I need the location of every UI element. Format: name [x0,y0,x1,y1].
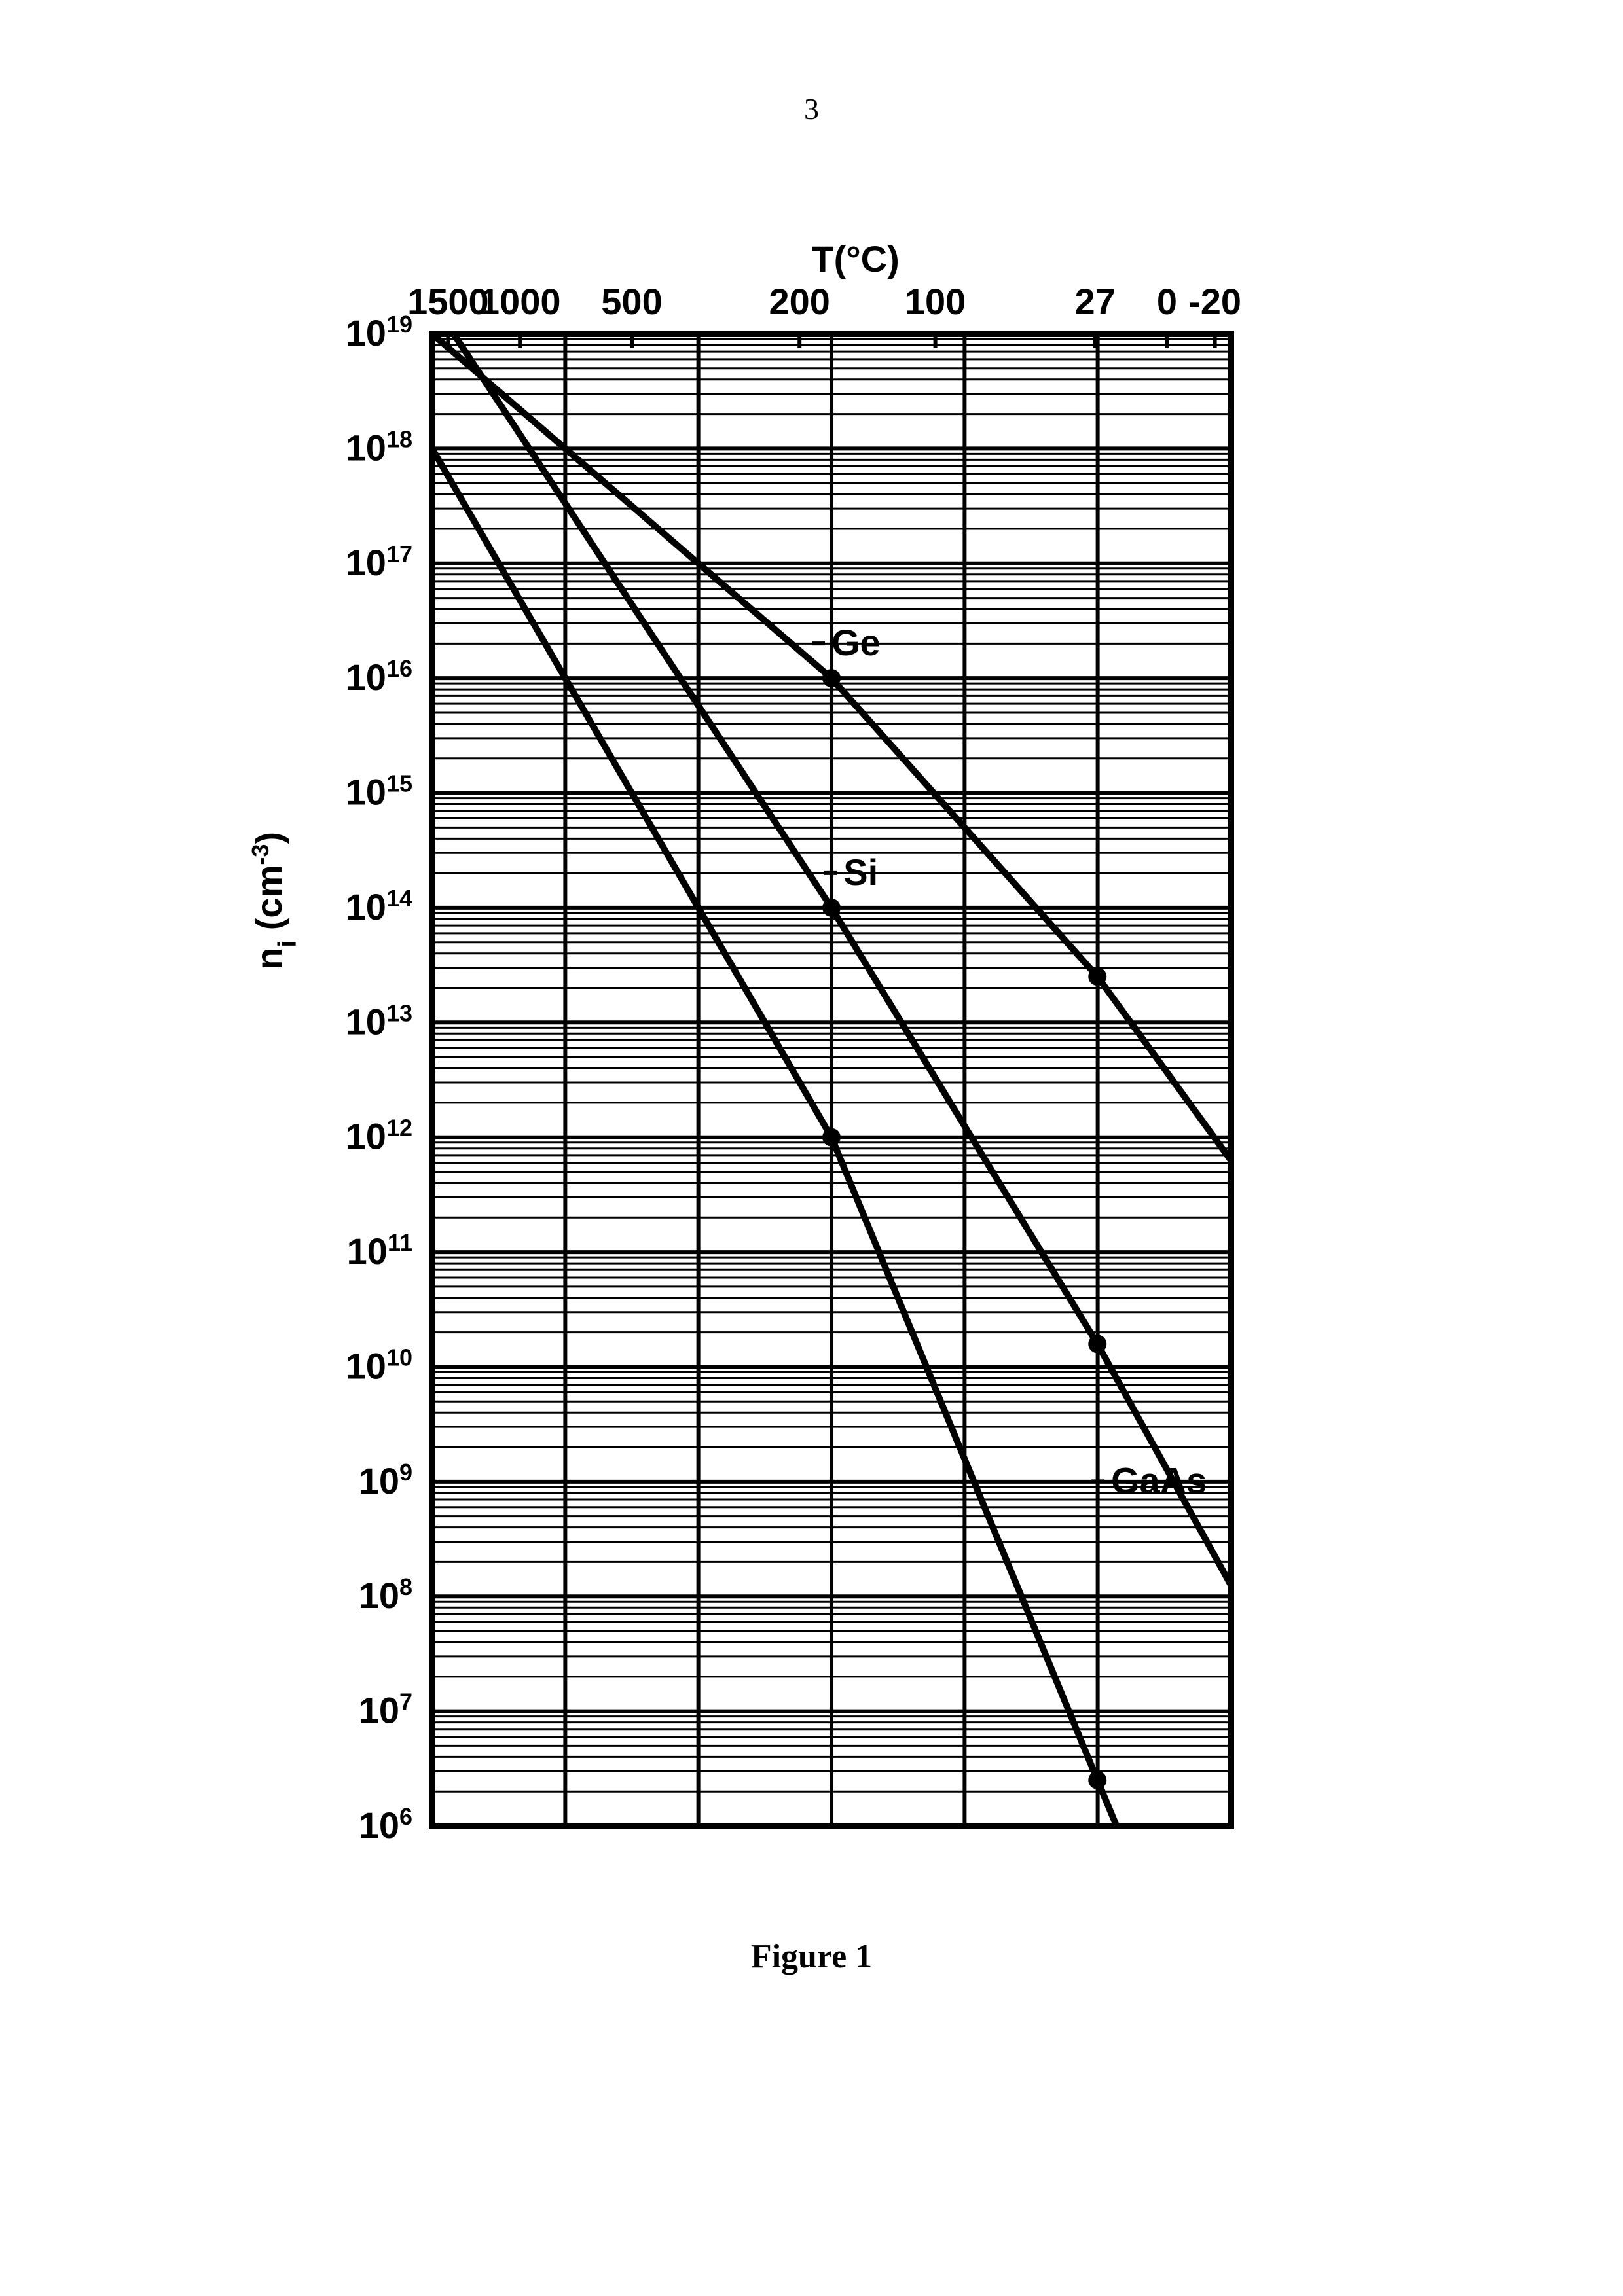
ni-vs-temperature-chart: 15001000 500 200 100 27 0 -20 T(°C) 106 107 108 109… [249,242,1257,1846]
svg-text:1013: 1013 [346,999,412,1043]
svg-text:108: 108 [359,1573,412,1617]
svg-text:106: 106 [359,1803,412,1846]
page: 3 15001000500200100270-20T(°C)1061071081… [0,0,1623,2296]
svg-text:200: 200 [769,281,830,322]
svg-text:1014: 1014 [346,884,412,927]
svg-text:1500: 1500 [407,281,489,322]
svg-text:27: 27 [1074,281,1115,322]
page-number: 3 [0,92,1623,126]
svg-text:ni (cm-3): ni (cm-3) [249,832,302,970]
svg-text:109: 109 [359,1458,412,1501]
svg-text:1011: 1011 [347,1229,412,1272]
svg-text:-20: -20 [1188,281,1241,322]
svg-text:1019: 1019 [346,311,412,354]
svg-text:1016: 1016 [346,655,412,698]
figure-caption: Figure 1 [0,1937,1623,1976]
svg-text:1015: 1015 [346,770,412,813]
svg-text:1012: 1012 [346,1114,412,1157]
svg-text:0: 0 [1157,281,1177,322]
svg-text:1018: 1018 [346,425,412,469]
svg-text:T(°C): T(°C) [811,242,899,279]
svg-text:Si: Si [843,852,878,893]
svg-text:1010: 1010 [346,1344,412,1387]
chart-container: 15001000 500 200 100 27 0 -20 T(°C) 106 107 108 109… [249,242,1257,1846]
svg-text:500: 500 [601,281,662,322]
svg-text:1017: 1017 [346,540,412,583]
svg-text:100: 100 [905,281,966,322]
svg-text:1000: 1000 [479,281,561,322]
svg-text:Ge: Ge [831,622,881,663]
svg-text:GaAs: GaAs [1111,1460,1207,1501]
svg-text:107: 107 [359,1688,412,1731]
